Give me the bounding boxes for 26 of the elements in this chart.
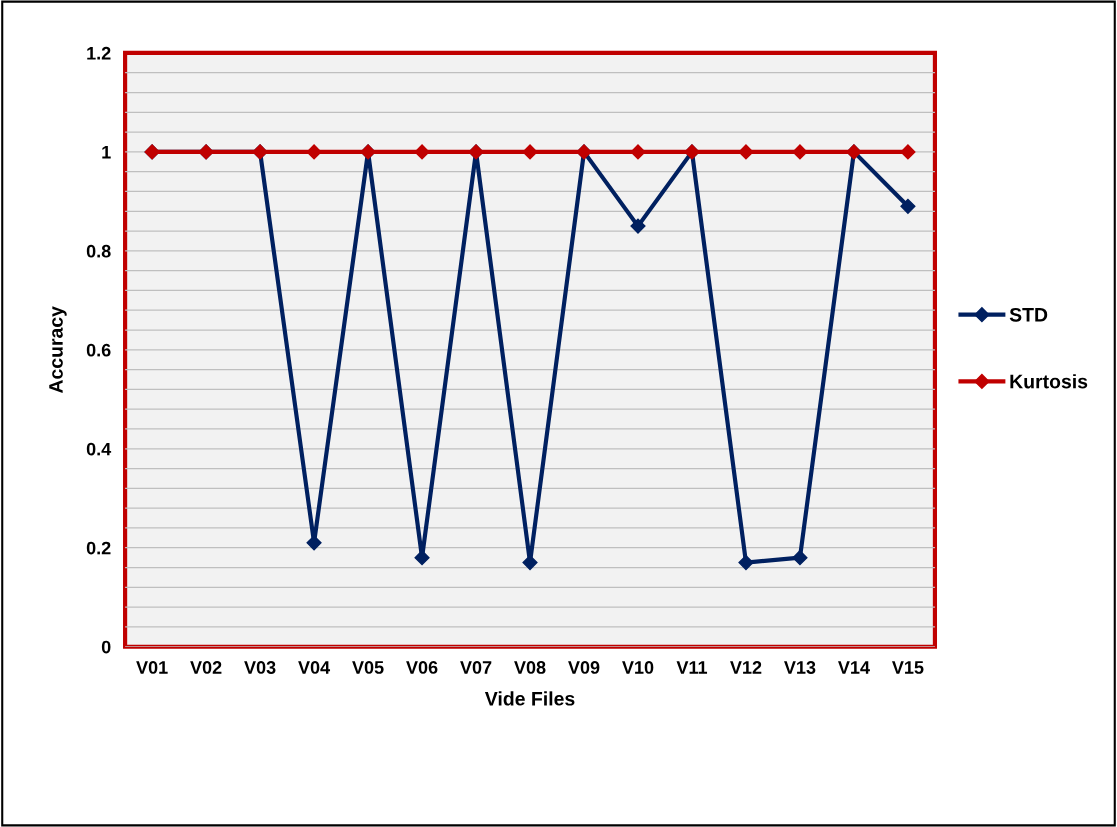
y-tick-label: 1 xyxy=(102,146,111,159)
y-tick-label: 0.6 xyxy=(86,343,111,357)
x-tick-label: V11 xyxy=(676,661,708,674)
x-tick-label: V04 xyxy=(298,661,331,674)
x-tick-label: V13 xyxy=(784,661,816,674)
x-tick-label: V14 xyxy=(838,661,870,674)
x-tick-label: V12 xyxy=(730,661,762,674)
x-tick-label: V07 xyxy=(460,661,492,674)
y-axis-title: Accuracy xyxy=(49,306,67,394)
y-tick-label: 0.8 xyxy=(86,244,111,258)
x-tick-label: V06 xyxy=(406,661,438,674)
y-tick-label: 0.4 xyxy=(86,442,112,456)
x-axis-title: Vide Files xyxy=(484,691,575,706)
y-tick-label: 0.2 xyxy=(86,541,111,555)
legend-label: Kurtosis xyxy=(1010,374,1088,389)
x-tick-label: V01 xyxy=(136,661,168,674)
x-tick-label: V15 xyxy=(892,661,924,674)
x-tick-label: V05 xyxy=(352,661,384,674)
x-tick-label: V02 xyxy=(190,661,222,674)
x-tick-label: V03 xyxy=(244,661,276,674)
x-tick-label: V09 xyxy=(568,661,600,674)
y-tick-label: 0 xyxy=(101,640,111,654)
x-tick-label: V10 xyxy=(622,661,654,674)
y-tick-label: 1.2 xyxy=(87,46,111,60)
x-tick-label: V08 xyxy=(514,661,546,674)
legend-label: STD xyxy=(1009,307,1048,322)
